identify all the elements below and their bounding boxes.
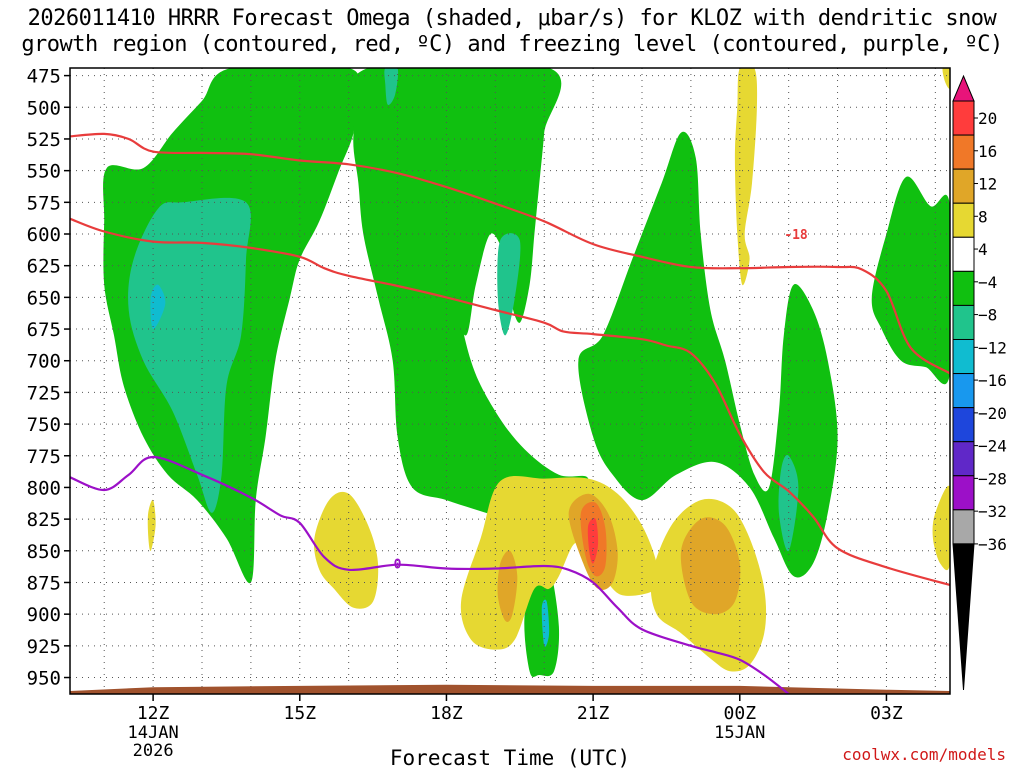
colorbar-swatch — [952, 304, 975, 340]
y-tick-label: 750 — [27, 414, 61, 436]
colorbar-label: −16 — [978, 371, 1007, 390]
colorbar-label: −20 — [978, 404, 1007, 423]
y-tick-label: 525 — [27, 129, 61, 151]
colorbar-swatch — [952, 168, 975, 204]
colorbar-label: 20 — [978, 109, 997, 128]
colorbar-label: −4 — [978, 273, 997, 292]
omega-region-teal — [497, 233, 521, 336]
y-tick-label: 700 — [27, 351, 61, 373]
y-tick-label: 475 — [27, 66, 61, 88]
colorbar-label: 16 — [978, 142, 997, 161]
y-tick-label: 875 — [27, 572, 61, 594]
omega-region-red — [587, 518, 599, 564]
y-tick-label: 925 — [27, 636, 61, 658]
colorbar-bottom-arrow — [952, 543, 975, 691]
y-tick-label: 575 — [27, 192, 61, 214]
y-tick-label: 625 — [27, 256, 61, 278]
y-tick-label: 850 — [27, 541, 61, 563]
colorbar-swatch — [952, 202, 975, 238]
colorbar-label: −32 — [978, 502, 1007, 521]
colorbar-swatch — [952, 270, 975, 306]
y-tick-label: 800 — [27, 477, 61, 499]
colorbar-label: −24 — [978, 437, 1007, 456]
colorbar-swatch — [952, 509, 975, 545]
x-tick-label: 18Z — [430, 703, 463, 724]
x-tick-date-label: 15JAN — [714, 723, 765, 743]
y-tick-label: 500 — [27, 97, 61, 119]
x-tick-label: 21Z — [577, 703, 610, 724]
isotherm-dendritic-bottom — [70, 217, 950, 587]
x-tick-date-label: 2026 — [133, 741, 174, 761]
isotherm-dendritic-top — [70, 132, 950, 375]
y-tick-label: 600 — [27, 224, 61, 246]
colorbar-swatch — [952, 236, 975, 272]
y-tick-label: 675 — [27, 319, 61, 341]
colorbar-label: −28 — [978, 469, 1007, 488]
omega-region-teal — [128, 197, 251, 513]
omega-region-yellow — [460, 476, 660, 650]
colorbar-label: −36 — [978, 535, 1007, 554]
omega-region-teal — [384, 68, 399, 106]
colorbar-label: −12 — [978, 338, 1007, 357]
x-tick-label: 15Z — [284, 703, 317, 724]
y-tick-label: 775 — [27, 446, 61, 468]
colorbar-label: −8 — [978, 306, 997, 325]
omega-region-green — [349, 68, 589, 526]
omega-region-yellow — [147, 499, 156, 551]
terrain-ground — [70, 684, 950, 694]
x-tick-label: 12Z — [137, 703, 170, 724]
omega-region-teal — [778, 454, 799, 552]
colorbar-swatch — [952, 407, 975, 443]
isotherm-label-freezing-level: 0 — [394, 557, 402, 572]
x-tick-label: 00Z — [724, 703, 757, 724]
omega-region-gold — [680, 517, 741, 615]
y-tick-label: 650 — [27, 287, 61, 309]
y-tick-label: 550 — [27, 161, 61, 183]
y-tick-label: 900 — [27, 604, 61, 626]
colorbar-swatch — [952, 134, 975, 170]
colorbar-swatch — [952, 338, 975, 375]
isotherm-label-dendritic-bottom: -18 — [784, 228, 808, 243]
omega-region-cyan — [150, 284, 166, 330]
colorbar-swatch — [952, 475, 975, 511]
omega-region-green — [871, 176, 950, 385]
omega-region-yellow — [734, 68, 758, 286]
colorbar-label: 8 — [978, 207, 988, 226]
colorbar-top-arrow — [952, 74, 975, 102]
chart-title-line-1: 2026011410 HRRR Forecast Omega (shaded, … — [27, 6, 997, 31]
colorbar-label: 12 — [978, 175, 997, 194]
chart-title-line-2: growth region (contoured, red, ºC) and f… — [21, 32, 1003, 57]
omega-region-green — [578, 131, 838, 578]
omega-region-yellow — [932, 485, 950, 571]
y-tick-label: 950 — [27, 668, 61, 690]
plot-frame — [69, 67, 951, 695]
isotherm-freezing-level — [70, 455, 790, 694]
colorbar-swatch — [952, 441, 975, 477]
y-tick-label: 725 — [27, 382, 61, 404]
y-tick-label: 825 — [27, 509, 61, 531]
omega-region-cyan — [541, 599, 550, 647]
colorbar-label: 4 — [978, 240, 988, 259]
x-tick-date-label: 14JAN — [128, 723, 179, 743]
x-tick-label: 03Z — [870, 703, 903, 724]
colorbar-swatch — [952, 373, 975, 409]
omega-region-yellow — [942, 68, 950, 89]
colorbar-swatch — [952, 100, 975, 136]
x-axis-title: Forecast Time (UTC) — [390, 746, 630, 768]
source-credit: coolwx.com/models — [842, 745, 1006, 764]
